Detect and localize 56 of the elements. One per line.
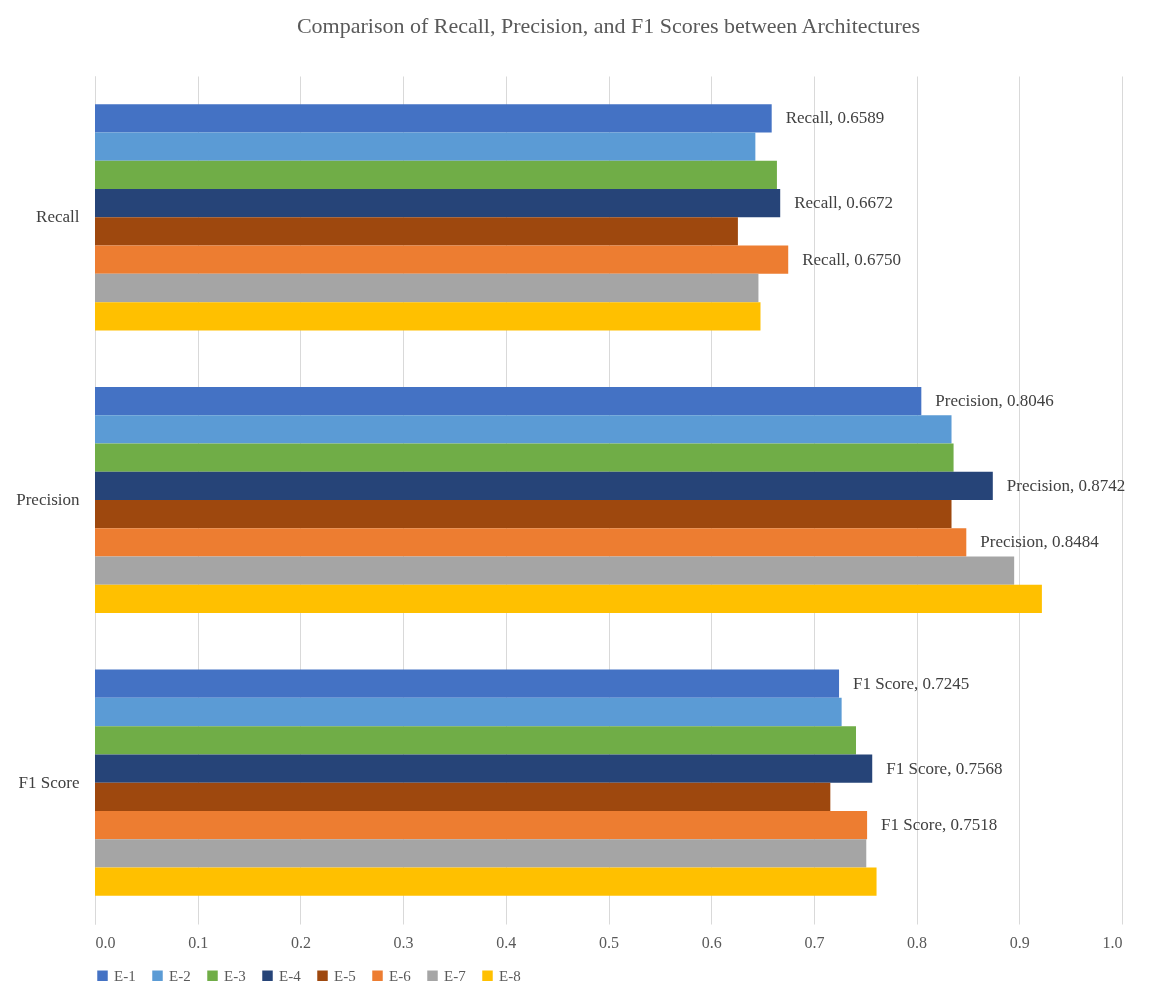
bar	[95, 386, 922, 416]
data-label: F1 Score, 0.7568	[886, 758, 1003, 778]
data-label: Precision, 0.8742	[1006, 475, 1126, 495]
x-tick-label: 0.9	[1009, 933, 1030, 951]
x-tick-label: 1.0	[1102, 933, 1123, 951]
x-tick-label: 0.6	[701, 933, 722, 951]
bar	[95, 810, 868, 840]
bar	[95, 500, 952, 529]
y-tick-label: Recall	[36, 207, 80, 227]
x-tick-label: 0.5	[599, 933, 619, 951]
x-tick-label: 0.1	[188, 933, 209, 951]
bar	[95, 245, 789, 274]
legend-label: E-1	[114, 967, 136, 984]
bar	[95, 528, 967, 557]
x-tick-label: 0.7	[804, 933, 825, 951]
legend-label: E-5	[334, 967, 356, 984]
y-tick-label: F1 Score	[18, 772, 80, 792]
bar	[95, 839, 867, 868]
x-tick-label: 0.8	[907, 933, 928, 951]
bar	[95, 867, 877, 896]
legend-label: E-7	[444, 967, 467, 984]
legend-label: E-8	[499, 967, 521, 984]
bar	[95, 584, 1042, 614]
bar	[95, 104, 772, 133]
chart-title: Comparison of Recall, Precision, and F1 Scores between Architectures	[296, 13, 921, 38]
bar	[95, 273, 759, 303]
legend-label: E-4	[279, 967, 302, 984]
x-tick-label: 0.4	[496, 933, 517, 951]
x-tick-label: 0.0	[95, 933, 116, 951]
bar	[95, 697, 842, 727]
data-label: F1 Score, 0.7245	[853, 673, 970, 693]
bar	[95, 754, 873, 783]
bar	[95, 160, 777, 190]
bar	[95, 669, 840, 698]
bar	[95, 471, 993, 500]
bar	[95, 217, 738, 246]
data-label: Precision, 0.8484	[980, 532, 1100, 552]
bar	[95, 726, 857, 755]
bar	[95, 132, 756, 161]
bar	[95, 556, 1015, 585]
data-label: Recall, 0.6672	[794, 193, 893, 213]
bar	[95, 302, 761, 331]
bar	[95, 782, 831, 811]
bar	[95, 189, 781, 218]
data-label: Precision, 0.8046	[935, 391, 1054, 411]
legend-label: E-2	[169, 967, 191, 984]
legend-label: E-3	[224, 967, 246, 984]
y-tick-label: Precision	[16, 490, 80, 509]
bar	[95, 415, 952, 444]
data-label: Recall, 0.6589	[785, 108, 885, 128]
data-label: Recall, 0.6750	[802, 249, 901, 269]
x-tick-label: 0.3	[393, 933, 414, 951]
data-label: F1 Score, 0.7518	[881, 815, 998, 835]
bar	[95, 443, 954, 472]
legend-label: E-6	[389, 967, 412, 984]
x-tick-label: 0.2	[290, 933, 311, 951]
